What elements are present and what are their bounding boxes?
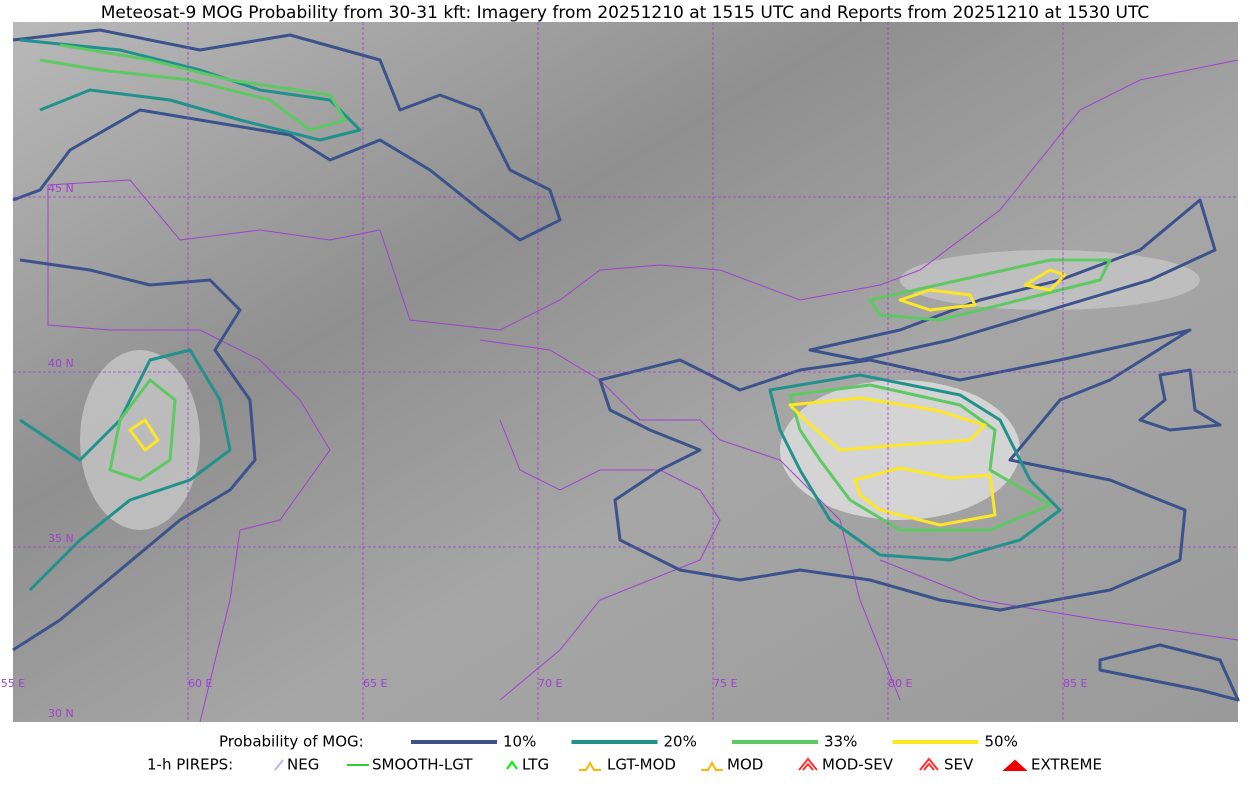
latitude-label: 35 N bbox=[48, 532, 74, 545]
graticule: 45 N 40 N 35 N 30 N 55 E 60 E 65 E 70 E 75 E 80 E… bbox=[1, 22, 1238, 722]
pirep-icon bbox=[919, 757, 939, 771]
legend-label: NEG bbox=[287, 756, 319, 774]
longitude-label: 75 E bbox=[713, 677, 737, 690]
longitude-label: 85 E bbox=[1063, 677, 1087, 690]
legend-label: 33% bbox=[824, 733, 857, 751]
title: Meteosat-9 MOG Probability from 30-31 kf… bbox=[101, 3, 1150, 23]
pirep-icon bbox=[798, 757, 818, 771]
longitude-label: 60 E bbox=[188, 677, 212, 690]
legend: Probability of MOG: 10% 20% 33% 50% 1-h PIREP… bbox=[147, 733, 1102, 774]
longitude-label: 55 E bbox=[1, 677, 25, 690]
cloud bbox=[900, 250, 1200, 310]
legend-label: 50% bbox=[985, 733, 1018, 751]
longitude-label: 65 E bbox=[363, 677, 387, 690]
legend-label: 10% bbox=[503, 733, 536, 751]
legend-label: EXTREME bbox=[1031, 756, 1102, 774]
latitude-label: 40 N bbox=[48, 357, 74, 370]
longitude-label: 80 E bbox=[888, 677, 912, 690]
legend-label: SEV bbox=[944, 756, 974, 774]
legend-title: Probability of MOG: bbox=[219, 733, 364, 751]
longitude-label: 70 E bbox=[538, 677, 562, 690]
legend-label: LGT-MOD bbox=[607, 756, 676, 774]
pirep-icon bbox=[506, 760, 518, 770]
pirep-icon bbox=[274, 759, 284, 771]
pirep-icon bbox=[579, 760, 601, 771]
pirep-icon bbox=[1002, 759, 1028, 771]
legend-label: 20% bbox=[664, 733, 697, 751]
borders bbox=[47, 59, 1239, 723]
latitude-label: 30 N bbox=[48, 707, 74, 720]
legend-title: 1-h PIREPS: bbox=[147, 756, 233, 774]
pirep-icon bbox=[701, 760, 723, 771]
legend-label: LTG bbox=[522, 756, 549, 774]
contours bbox=[12, 28, 1240, 702]
latitude-label: 45 N bbox=[48, 182, 74, 195]
map: 45 N 40 N 35 N 30 N 55 E 60 E 65 E 70 E 75 E 80 E… bbox=[1, 22, 1240, 723]
legend-label: MOD bbox=[727, 756, 763, 774]
legend-label: SMOOTH-LGT bbox=[372, 756, 473, 774]
legend-label: MOD-SEV bbox=[822, 756, 894, 774]
